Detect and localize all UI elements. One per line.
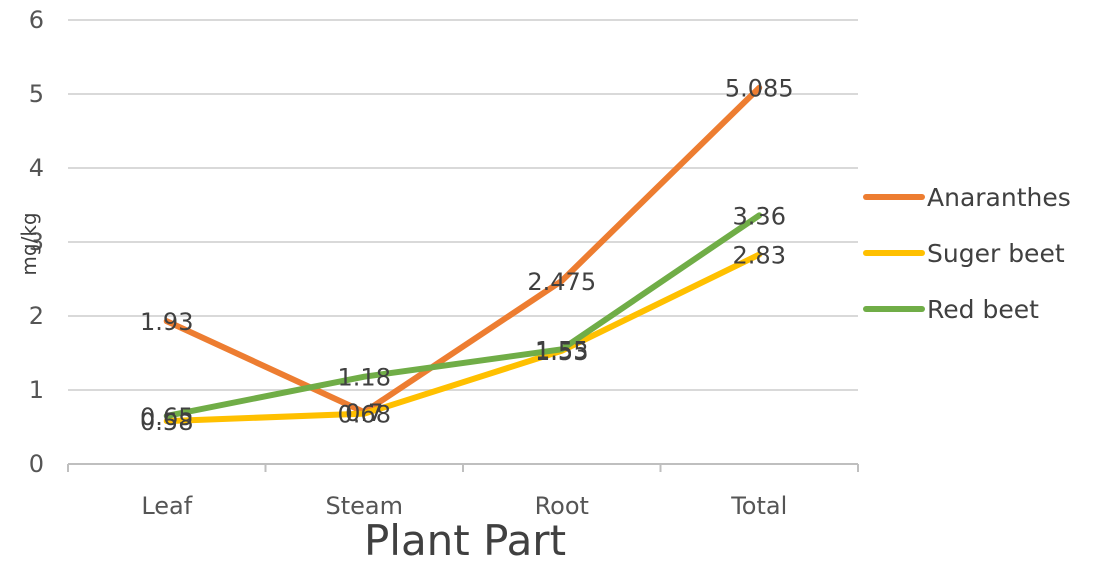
data-label: 0.65 [140, 403, 193, 431]
data-label: 1.55 [535, 336, 588, 364]
x-tick-label: Steam [326, 492, 404, 520]
x-axis-title: Plant Part [364, 516, 566, 562]
data-label: 2.83 [733, 242, 786, 270]
data-label: 1.18 [338, 364, 391, 392]
grid-lines [68, 19, 858, 391]
y-tick-label: 4 [29, 154, 44, 182]
series-lines [163, 84, 763, 425]
y-tick-label: 5 [29, 80, 44, 108]
data-label: 1.53 [535, 338, 588, 366]
series-line-red-beet [163, 212, 763, 419]
legend: Anaranthes Suger beet Red beet [863, 183, 1071, 324]
legend-label: Anaranthes [927, 183, 1071, 212]
data-label: 1.93 [140, 308, 193, 336]
legend-label: Suger beet [927, 239, 1065, 268]
data-label: 2.475 [527, 268, 596, 296]
x-tick-label: Root [535, 492, 589, 520]
axes: 0 1 2 3 4 5 6 Leaf Steam Root Total [29, 6, 859, 520]
data-label: 0.58 [140, 408, 193, 436]
y-tick-label: 0 [29, 450, 44, 478]
data-label: 5.085 [725, 75, 794, 103]
data-label: 0.68 [338, 401, 391, 429]
series-line-suger-beet [163, 251, 763, 425]
y-axis-title: mg/kg [17, 212, 41, 275]
y-tick-label: 2 [29, 302, 44, 330]
data-labels: 1.93 0.7 2.475 5.085 0.58 0.68 1.53 2.83 0.65 1.1… [140, 75, 794, 436]
data-label: 0.7 [345, 399, 383, 427]
y-tick-label: 6 [29, 6, 44, 34]
y-tick-label: 3 [29, 228, 44, 256]
legend-label: Red beet [927, 295, 1039, 324]
y-tick-label: 1 [29, 376, 44, 404]
x-tick-label: Leaf [141, 492, 192, 520]
x-tick-label: Total [730, 492, 787, 520]
series-line-anaranthes [163, 84, 763, 416]
data-label: 3.36 [733, 202, 786, 230]
